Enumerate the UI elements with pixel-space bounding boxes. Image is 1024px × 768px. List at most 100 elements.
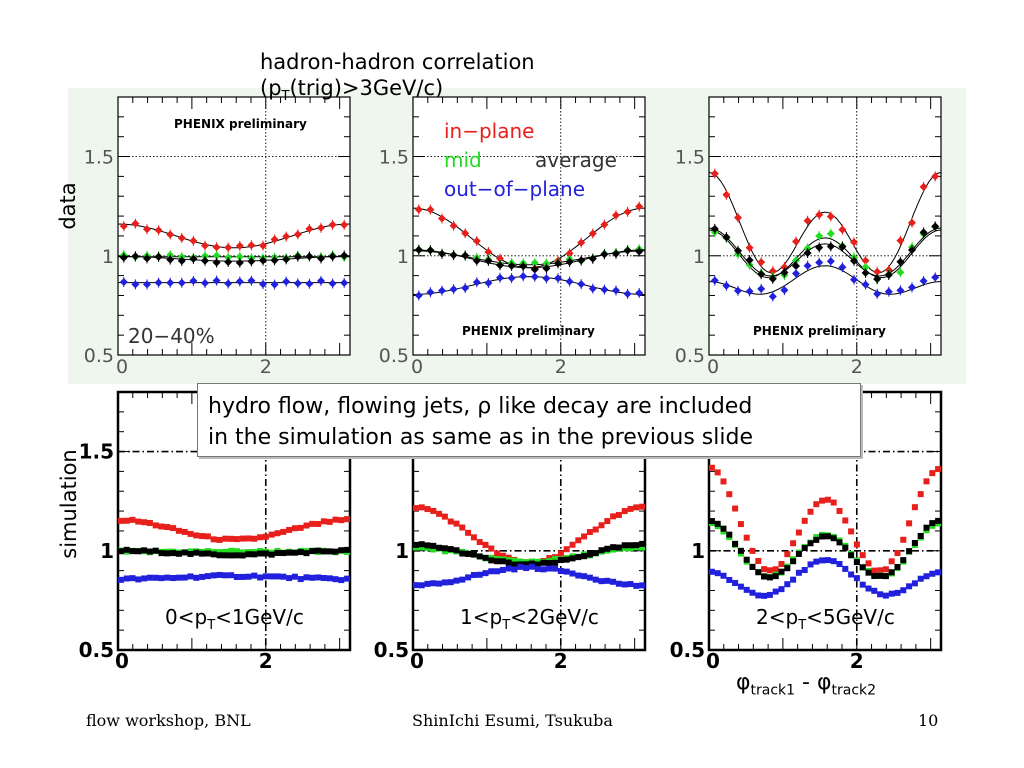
point-average: [842, 544, 849, 551]
point-in_plane: [850, 238, 858, 247]
point-average: [507, 261, 516, 270]
point-out_of_plane: [117, 576, 124, 583]
point-in_plane: [873, 267, 882, 276]
y-tick-label: 1: [395, 539, 409, 563]
point-in_plane: [438, 214, 446, 223]
point-in_plane: [472, 236, 481, 245]
point-average: [123, 546, 130, 553]
point-out_of_plane: [540, 566, 547, 573]
point-out_of_plane: [871, 587, 878, 594]
point-average: [235, 258, 244, 267]
point-in_plane: [803, 216, 812, 225]
point-average: [554, 259, 562, 268]
pt-label-sub: T: [797, 618, 806, 633]
point-average: [528, 560, 535, 567]
point-out_of_plane: [581, 573, 588, 580]
point-out_of_plane: [523, 565, 530, 572]
point-in_plane: [470, 534, 477, 541]
footer-page-number: 10: [918, 711, 939, 730]
point-average: [305, 252, 314, 261]
point-out_of_plane: [326, 575, 333, 582]
x-tick-label: 2: [851, 356, 863, 378]
point-out_of_plane: [315, 574, 322, 581]
point-out_of_plane: [235, 277, 244, 286]
point-average: [135, 548, 142, 555]
point-average: [534, 561, 541, 568]
point-out_of_plane: [181, 574, 188, 581]
point-out_of_plane: [154, 278, 163, 287]
point-out_of_plane: [239, 573, 246, 580]
point-out_of_plane: [414, 291, 423, 300]
point-average: [929, 520, 936, 527]
point-average: [344, 546, 351, 553]
point-out_of_plane: [722, 281, 731, 290]
phenix-preliminary-label: PHENIX preliminary: [753, 324, 886, 338]
point-mid: [216, 549, 223, 556]
point-average: [309, 548, 316, 555]
point-in_plane: [199, 533, 206, 540]
point-in_plane: [123, 517, 130, 524]
point-in_plane: [494, 550, 501, 557]
point-mid: [418, 544, 425, 551]
point-in_plane: [175, 527, 182, 534]
point-in_plane: [177, 233, 186, 242]
point-in_plane: [259, 241, 267, 250]
point-mid: [233, 548, 240, 555]
legend-out-of-plane: out−of−plane: [444, 177, 585, 201]
point-in_plane: [888, 558, 895, 565]
point-average: [766, 574, 773, 581]
point-average: [436, 544, 443, 551]
point-in_plane: [911, 504, 918, 511]
point-in_plane: [801, 517, 808, 524]
point-out_of_plane: [166, 278, 175, 287]
point-average: [815, 243, 824, 252]
point-in_plane: [720, 478, 727, 485]
point-in_plane: [447, 518, 454, 525]
x-tick-label: 2: [260, 356, 272, 378]
point-average: [801, 544, 808, 551]
point-in_plane: [708, 464, 715, 471]
point-mid: [896, 268, 905, 277]
y-tick-label: 1.5: [79, 440, 114, 464]
point-out_of_plane: [262, 573, 269, 580]
y-tick-label: 0.5: [675, 345, 705, 367]
legend-average: average: [535, 148, 617, 172]
point-out_of_plane: [251, 572, 258, 579]
point-in_plane: [499, 552, 506, 559]
point-average: [546, 560, 553, 567]
point-in_plane: [488, 545, 495, 552]
point-average: [251, 551, 258, 558]
point-average: [239, 552, 246, 559]
point-out_of_plane: [612, 286, 620, 295]
point-average: [552, 559, 559, 566]
point-in_plane: [813, 501, 820, 508]
y-tick-label: 1: [102, 246, 114, 268]
point-mid: [627, 545, 634, 552]
point-in_plane: [768, 267, 777, 276]
point-in_plane: [588, 229, 597, 238]
point-average: [222, 552, 229, 559]
point-average: [146, 548, 153, 555]
point-in_plane: [309, 520, 316, 527]
point-in_plane: [635, 202, 644, 211]
point-out_of_plane: [158, 575, 165, 582]
point-out_of_plane: [268, 573, 275, 580]
point-average: [861, 268, 870, 277]
point-out_of_plane: [309, 574, 316, 581]
point-out_of_plane: [600, 285, 609, 294]
point-average: [488, 557, 495, 564]
point-out_of_plane: [542, 274, 551, 283]
legend-mid: mid: [444, 148, 482, 172]
point-in_plane: [414, 205, 423, 214]
point-in_plane: [228, 535, 235, 542]
point-out_of_plane: [588, 284, 597, 293]
point-in_plane: [761, 566, 768, 573]
point-in_plane: [755, 557, 762, 564]
point-in_plane: [426, 205, 435, 214]
point-average: [293, 252, 302, 261]
point-in_plane: [135, 518, 142, 525]
point-average: [201, 256, 209, 265]
point-out_of_plane: [882, 592, 889, 599]
point-average: [900, 557, 907, 564]
point-average: [187, 551, 194, 558]
